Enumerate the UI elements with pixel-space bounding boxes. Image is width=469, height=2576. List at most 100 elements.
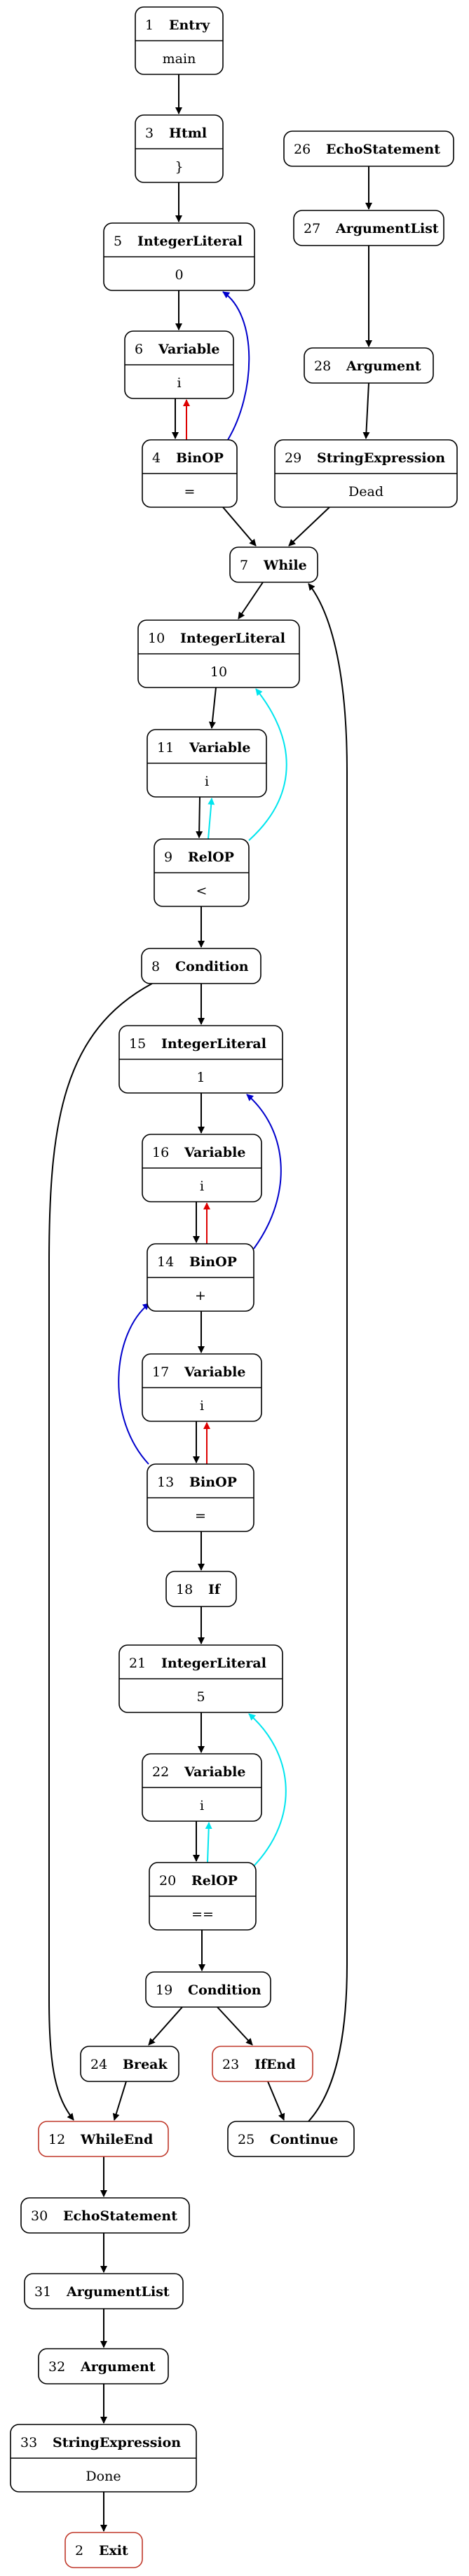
edge-19-23 [217,2006,253,2046]
node-id: 27 [304,221,320,236]
node-n22: 22 Variable i [142,1753,262,1822]
node-label: BinOP [176,450,224,466]
node-n28: 28 Argument [304,347,434,384]
node-label: Break [123,2057,168,2072]
node-label: Continue [270,2132,338,2147]
node-label: IntegerLiteral [180,631,285,646]
node-n9: 9 RelOP < [154,838,250,907]
node-label: Entry [169,18,210,33]
node-id: 22 [152,1764,169,1780]
node-label: Html [169,126,207,141]
node-n24: 24 Break [80,2046,179,2082]
node-label: Variable [184,1364,245,1380]
node-id: 28 [314,358,331,374]
node-box [283,130,454,167]
node-id: 11 [157,740,174,756]
node-value: i [200,1798,204,1813]
node-id: 1 [145,18,154,33]
node-box [227,2121,355,2157]
node-value: < [196,883,208,899]
edge-19-24 [148,2006,183,2046]
node-id: 19 [156,1983,172,1998]
node-n6: 6 Variable i [124,330,234,399]
node-label: IntegerLiteral [137,234,243,249]
node-n17: 17 Variable i [142,1353,262,1422]
edge-14-15 [246,1094,282,1249]
node-value: i [200,1179,204,1194]
node-label: Condition [188,1983,261,1998]
node-box [38,2348,169,2384]
node-n16: 16 Variable i [142,1134,262,1202]
node-id: 4 [152,450,161,466]
node-n15: 15 IntegerLiteral 1 [118,1025,283,1094]
node-id: 13 [157,1475,174,1490]
node-n26: 26 EchoStatement [283,130,454,167]
node-box [229,546,318,583]
node-label: EchoStatement [326,142,440,157]
node-n13: 13 BinOP = [147,1463,254,1532]
node-box [24,2273,184,2309]
node-id: 23 [222,2057,239,2072]
node-box [145,1971,271,2008]
node-n19: 19 Condition [145,1971,271,2008]
edge-10-11 [208,687,217,729]
node-value: = [195,1508,206,1524]
node-id: 26 [294,142,311,157]
node-value: } [175,159,183,175]
node-n8: 8 Condition [141,948,261,984]
node-value: 0 [175,267,183,283]
node-id: 14 [157,1254,174,1270]
node-label: While [263,558,307,573]
edge-20-21 [248,1713,287,1867]
node-value: == [191,1907,214,1922]
node-label: Variable [184,1145,245,1160]
node-n31: 31 ArgumentList [24,2273,184,2309]
node-n21: 21 IntegerLiteral 5 [118,1644,283,1713]
node-label: ArgumentList [335,221,439,236]
node-n11: 11 Variable i [147,729,267,798]
node-value: + [195,1288,206,1303]
edge-25-7 [308,583,348,2122]
edge-7-10 [238,582,264,619]
node-value: i [205,774,209,789]
node-label: Condition [175,959,249,974]
node-id: 25 [238,2132,254,2147]
node-value: Dead [348,484,383,499]
edge-9-10 [248,688,287,841]
node-id: 24 [90,2057,107,2072]
node-id: 8 [151,959,160,974]
node-box [212,2046,313,2082]
node-label: RelOP [191,1873,238,1889]
node-label: WhileEnd [80,2132,153,2147]
node-value: i [177,375,181,391]
node-value: main [163,51,196,67]
edge-23-25 [267,2081,285,2121]
node-box [165,1571,237,1607]
nodes: 1 Entry main 3 Html} 5 IntegerLiteral 0 6 Variabl… [10,6,458,2568]
node-n2: 2 Exit [64,2532,143,2568]
node-value: i [200,1398,204,1414]
node-label: RelOP [188,850,234,865]
edge-4-5 [222,291,250,441]
edge-13-14 [118,1303,150,1465]
edge-11-9 [196,796,203,838]
node-n4: 4 BinOP = [142,439,238,508]
node-box [293,210,444,246]
node-value: 10 [210,664,227,680]
node-n7: 7 While [229,546,318,583]
node-label: Argument [346,358,421,374]
node-n12: 12 WhileEnd [38,2121,169,2157]
node-n14: 14 BinOP + [147,1243,254,1312]
node-id: 29 [285,450,301,466]
edge-4-7 [222,507,257,546]
node-box [304,347,434,384]
node-id: 5 [114,234,122,249]
node-id: 17 [152,1364,169,1380]
node-label: Argument [80,2359,156,2375]
node-id: 2 [75,2543,83,2558]
edge-24-12 [112,2081,127,2121]
node-n29: 29 StringExpression Dead [274,439,458,508]
node-id: 20 [159,1873,176,1889]
node-label: Exit [99,2543,128,2558]
node-label: If [208,1582,222,1597]
